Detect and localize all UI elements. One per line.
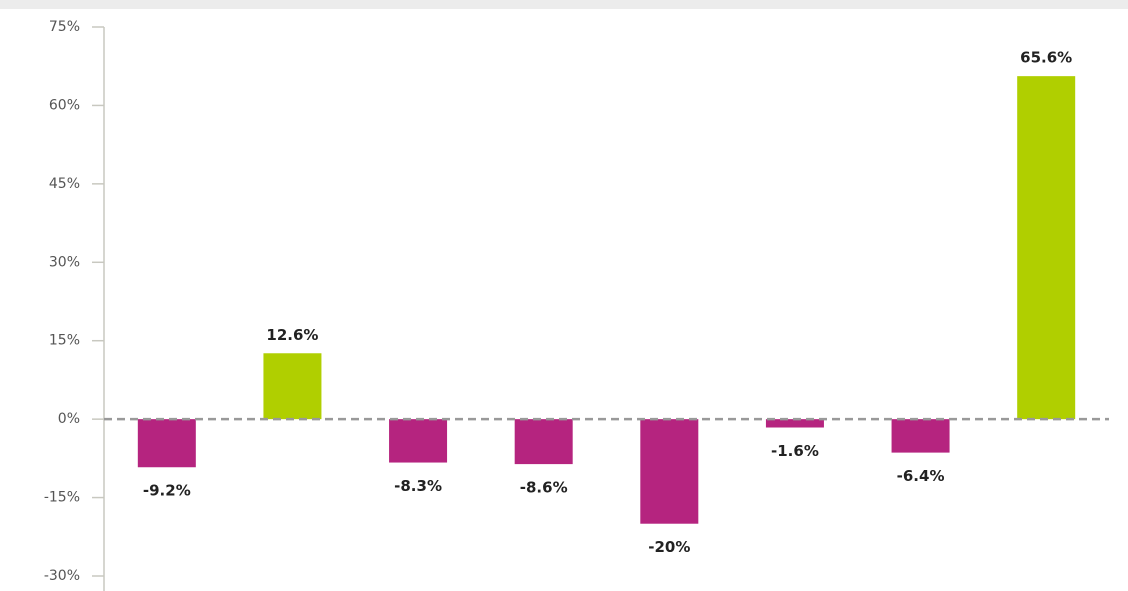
value-label: -8.6% [520,479,568,497]
y-tick-label: 45% [49,176,80,192]
value-label: 12.6% [266,326,318,344]
bar [1017,76,1076,420]
bar [640,419,699,524]
value-label: -6.4% [897,467,945,485]
y-tick-label: -15% [44,490,80,506]
y-tick-label: 60% [49,97,80,113]
value-label: -1.6% [771,442,819,460]
y-tick-label: 15% [49,333,80,349]
value-label: -8.3% [394,477,442,495]
bar [891,419,950,453]
y-tick-label: -30% [44,568,80,584]
y-tick-label: 0% [58,411,80,427]
y-tick-label: 75% [49,19,80,35]
bar [765,419,824,428]
value-label: -9.2% [143,482,191,500]
value-label: 65.6% [1020,49,1072,67]
bar [263,353,322,420]
value-label: -20% [648,538,690,556]
top-band [0,0,1128,9]
bar [514,419,573,465]
bar [137,419,196,468]
y-tick-label: 30% [49,254,80,270]
bar [389,419,448,463]
